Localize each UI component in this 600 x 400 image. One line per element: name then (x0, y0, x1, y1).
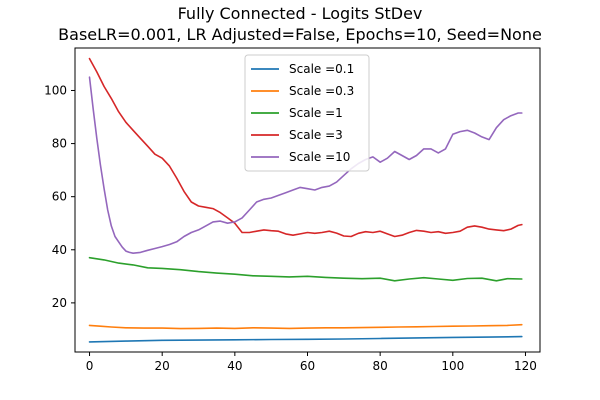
y-axis: 20 40 60 80 100 (44, 83, 75, 310)
y-tick-label-2: 60 (52, 190, 67, 204)
x-tick-label-5: 100 (441, 359, 464, 373)
y-tick-label-4: 100 (44, 83, 67, 97)
legend-label-2: Scale =1 (289, 106, 343, 120)
x-axis: 0 20 40 60 80 100 120 (86, 352, 537, 373)
legend-label-0: Scale =0.1 (289, 62, 354, 76)
x-tick-label-1: 20 (155, 359, 170, 373)
series-line-0 (88, 335, 523, 343)
x-tick-label-6: 120 (514, 359, 537, 373)
series-line-2 (88, 256, 523, 282)
x-tick-label-0: 0 (86, 359, 94, 373)
series-line-3 (88, 57, 523, 238)
x-tick-label-2: 40 (227, 359, 242, 373)
legend-box (244, 54, 370, 172)
legend-label-1: Scale =0.3 (289, 84, 354, 98)
legend: Scale =0.1 Scale =0.3 Scale =1 Scale =3 Scal… (244, 54, 370, 172)
chart-title: Fully Connected - Logits StDev (178, 4, 423, 23)
y-tick-label-3: 80 (52, 137, 67, 151)
y-tick-label-1: 40 (52, 243, 67, 257)
y-tick-label-0: 20 (52, 296, 67, 310)
plot-area-frame (74, 47, 541, 353)
series-line-4 (88, 76, 523, 254)
legend-label-4: Scale =10 (289, 150, 350, 164)
legend-label-3: Scale =3 (289, 128, 343, 142)
x-tick-label-4: 80 (373, 359, 388, 373)
series-line-1 (88, 323, 523, 330)
plot-series-group (88, 57, 523, 343)
x-tick-label-3: 60 (300, 359, 315, 373)
chart-subtitle: BaseLR=0.001, LR Adjusted=False, Epochs=… (58, 25, 542, 44)
